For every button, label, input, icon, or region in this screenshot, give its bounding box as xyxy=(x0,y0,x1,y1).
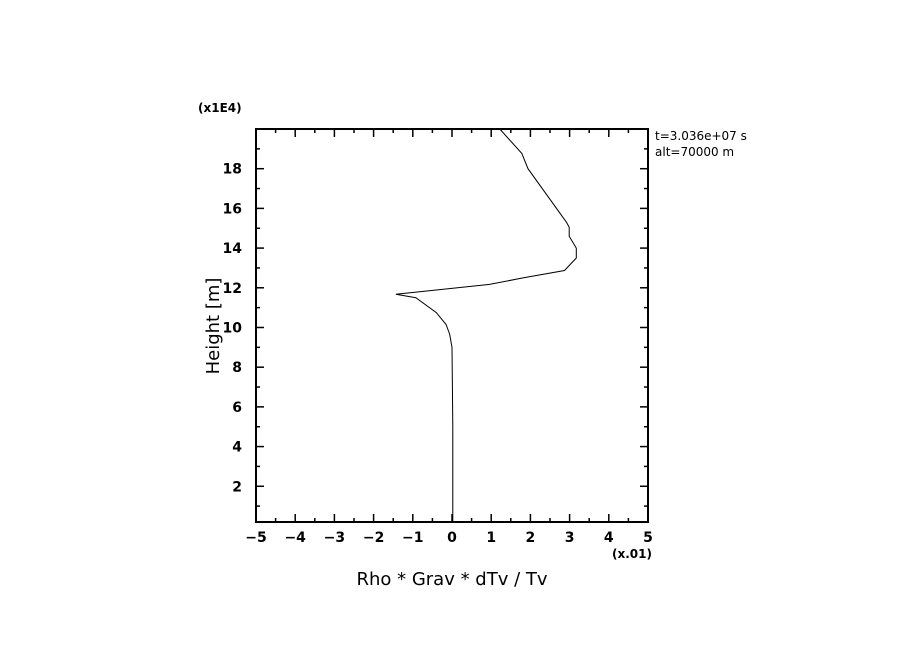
plot-frame xyxy=(255,128,649,523)
y-tick-label: 18 xyxy=(223,162,242,178)
x-tick-label: −4 xyxy=(284,530,306,546)
x-tick-label: 5 xyxy=(643,530,653,546)
x-tick-label: 2 xyxy=(526,530,536,546)
y-axis-label: Height [m] xyxy=(203,278,224,375)
y-tick-label: 8 xyxy=(232,360,242,376)
x-tick-label: −1 xyxy=(402,530,423,546)
y-tick-label: 6 xyxy=(232,400,242,416)
y-tick-label: 2 xyxy=(232,479,242,495)
x-tick-label: −5 xyxy=(245,530,266,546)
x-tick-label: −3 xyxy=(324,530,345,546)
y-multiplier: (x1E4) xyxy=(198,101,242,115)
x-tick-label: 0 xyxy=(447,530,457,546)
x-tick-label: 4 xyxy=(604,530,614,546)
x-multiplier: (x.01) xyxy=(612,547,652,561)
y-tick-label: 12 xyxy=(223,281,242,297)
y-tick-label: 4 xyxy=(232,440,242,456)
x-tick-label: 3 xyxy=(565,530,575,546)
x-tick-label: −2 xyxy=(363,530,384,546)
altitude-annotation: alt=70000 m xyxy=(655,145,734,159)
x-tick-label: 1 xyxy=(486,530,496,546)
y-tick-label: 10 xyxy=(223,320,243,336)
series-line xyxy=(395,128,577,522)
x-axis-label: Rho * Grav * dTv / Tv xyxy=(356,569,547,590)
y-tick-label: 14 xyxy=(223,241,243,257)
time-annotation: t=3.036e+07 s xyxy=(655,129,747,143)
y-tick-label: 16 xyxy=(223,201,242,217)
